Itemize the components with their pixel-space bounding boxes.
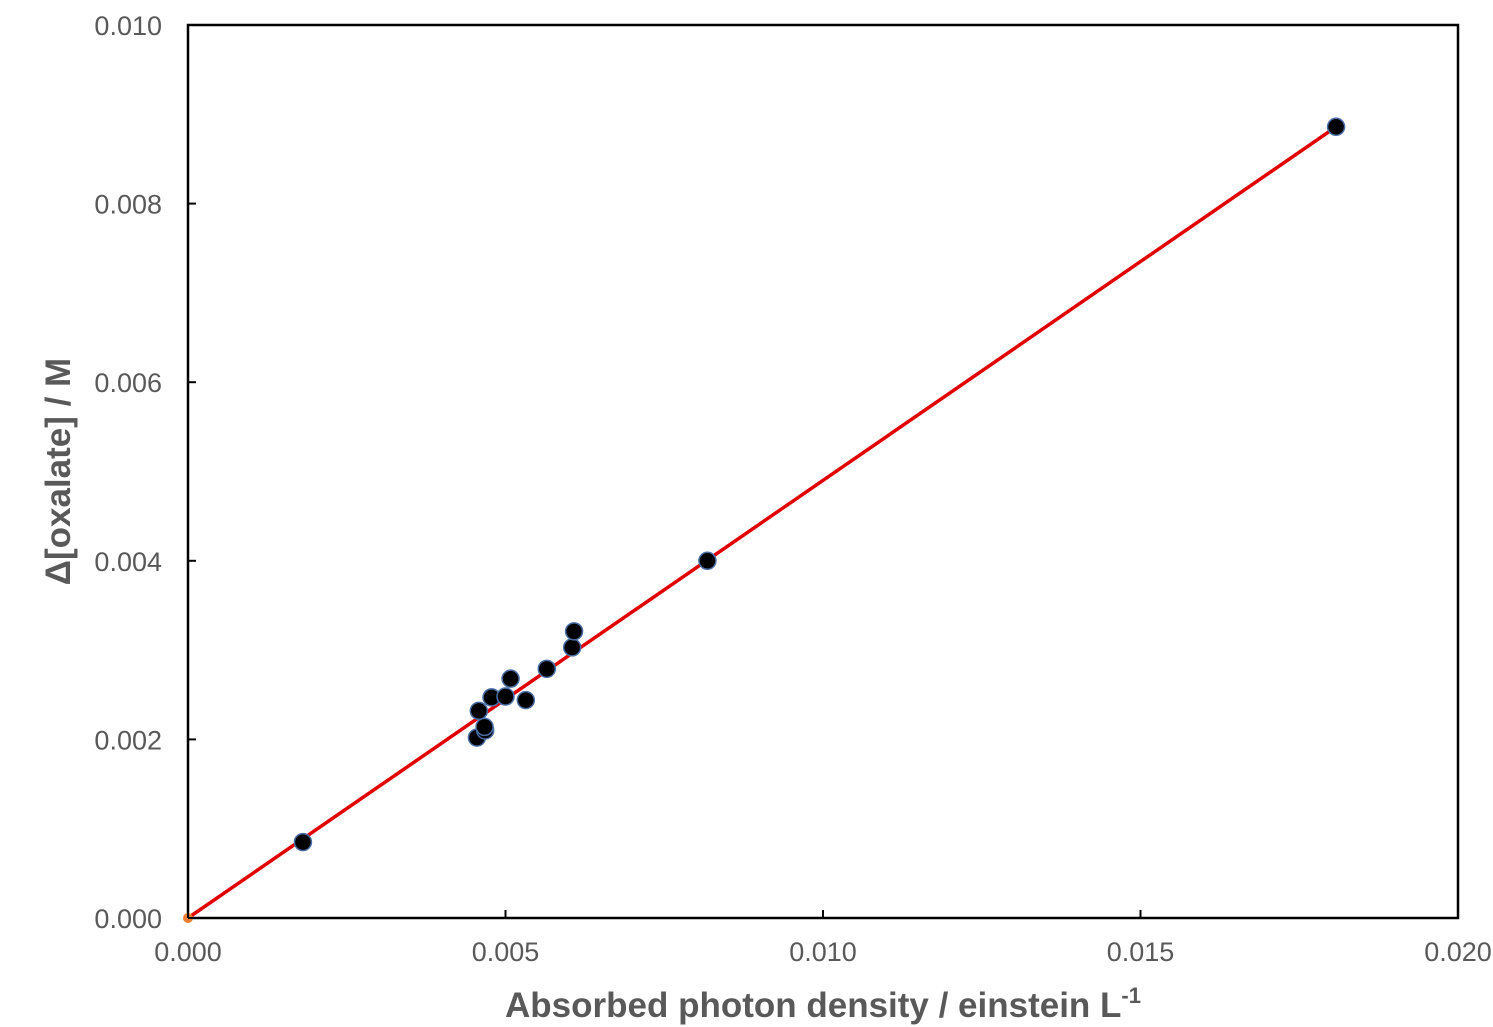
- data-point: [564, 622, 584, 641]
- x-tick-label: 0.005: [472, 937, 540, 967]
- data-point: [496, 687, 515, 706]
- fit-line: [187, 125, 1338, 920]
- plot-frame: [186, 23, 1460, 920]
- data-point: [562, 638, 582, 657]
- x-tick-label: 0.010: [789, 937, 857, 967]
- data-point: [698, 551, 717, 571]
- data-point: [475, 717, 494, 737]
- data-point: [516, 690, 536, 710]
- axis-labels: Absorbed photon density / einstein L-1 Δ…: [39, 358, 1141, 1025]
- data-point: [469, 701, 489, 721]
- x-tick-label: 0.015: [1107, 937, 1175, 967]
- data-marks: [183, 117, 1346, 923]
- data-point: [293, 832, 313, 852]
- data-point: [501, 669, 520, 688]
- y-tick-label: 0.010: [94, 11, 162, 41]
- data-point: [1326, 117, 1346, 137]
- y-axis-title: Δ[oxalate] / M: [39, 358, 78, 585]
- x-tick-label: 0.000: [154, 937, 222, 967]
- plot-area: [186, 23, 1460, 920]
- y-tick-label: 0.004: [94, 547, 162, 577]
- x-tick-label: 0.020: [1424, 937, 1492, 967]
- axes: 0.000 0.005 0.010 0.015 0.020 0.000 0.002 0.004…: [94, 11, 1491, 967]
- data-point: [537, 659, 557, 679]
- x-axis-title: Absorbed photon density / einstein L-1: [505, 983, 1141, 1025]
- y-tick-label: 0.002: [94, 725, 162, 755]
- y-tick-label: 0.006: [94, 368, 162, 398]
- y-tick-label: 0.008: [94, 190, 162, 220]
- y-tick-label: 0.000: [94, 904, 162, 934]
